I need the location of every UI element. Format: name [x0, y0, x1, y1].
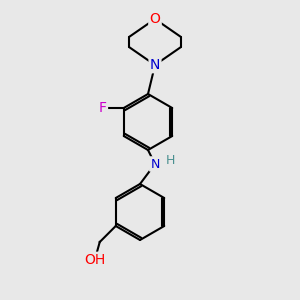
Text: N: N [150, 158, 160, 170]
Text: O: O [150, 12, 160, 26]
Text: OH: OH [84, 253, 105, 267]
Text: F: F [99, 101, 107, 115]
Text: N: N [150, 58, 160, 72]
Text: H: H [166, 154, 175, 166]
